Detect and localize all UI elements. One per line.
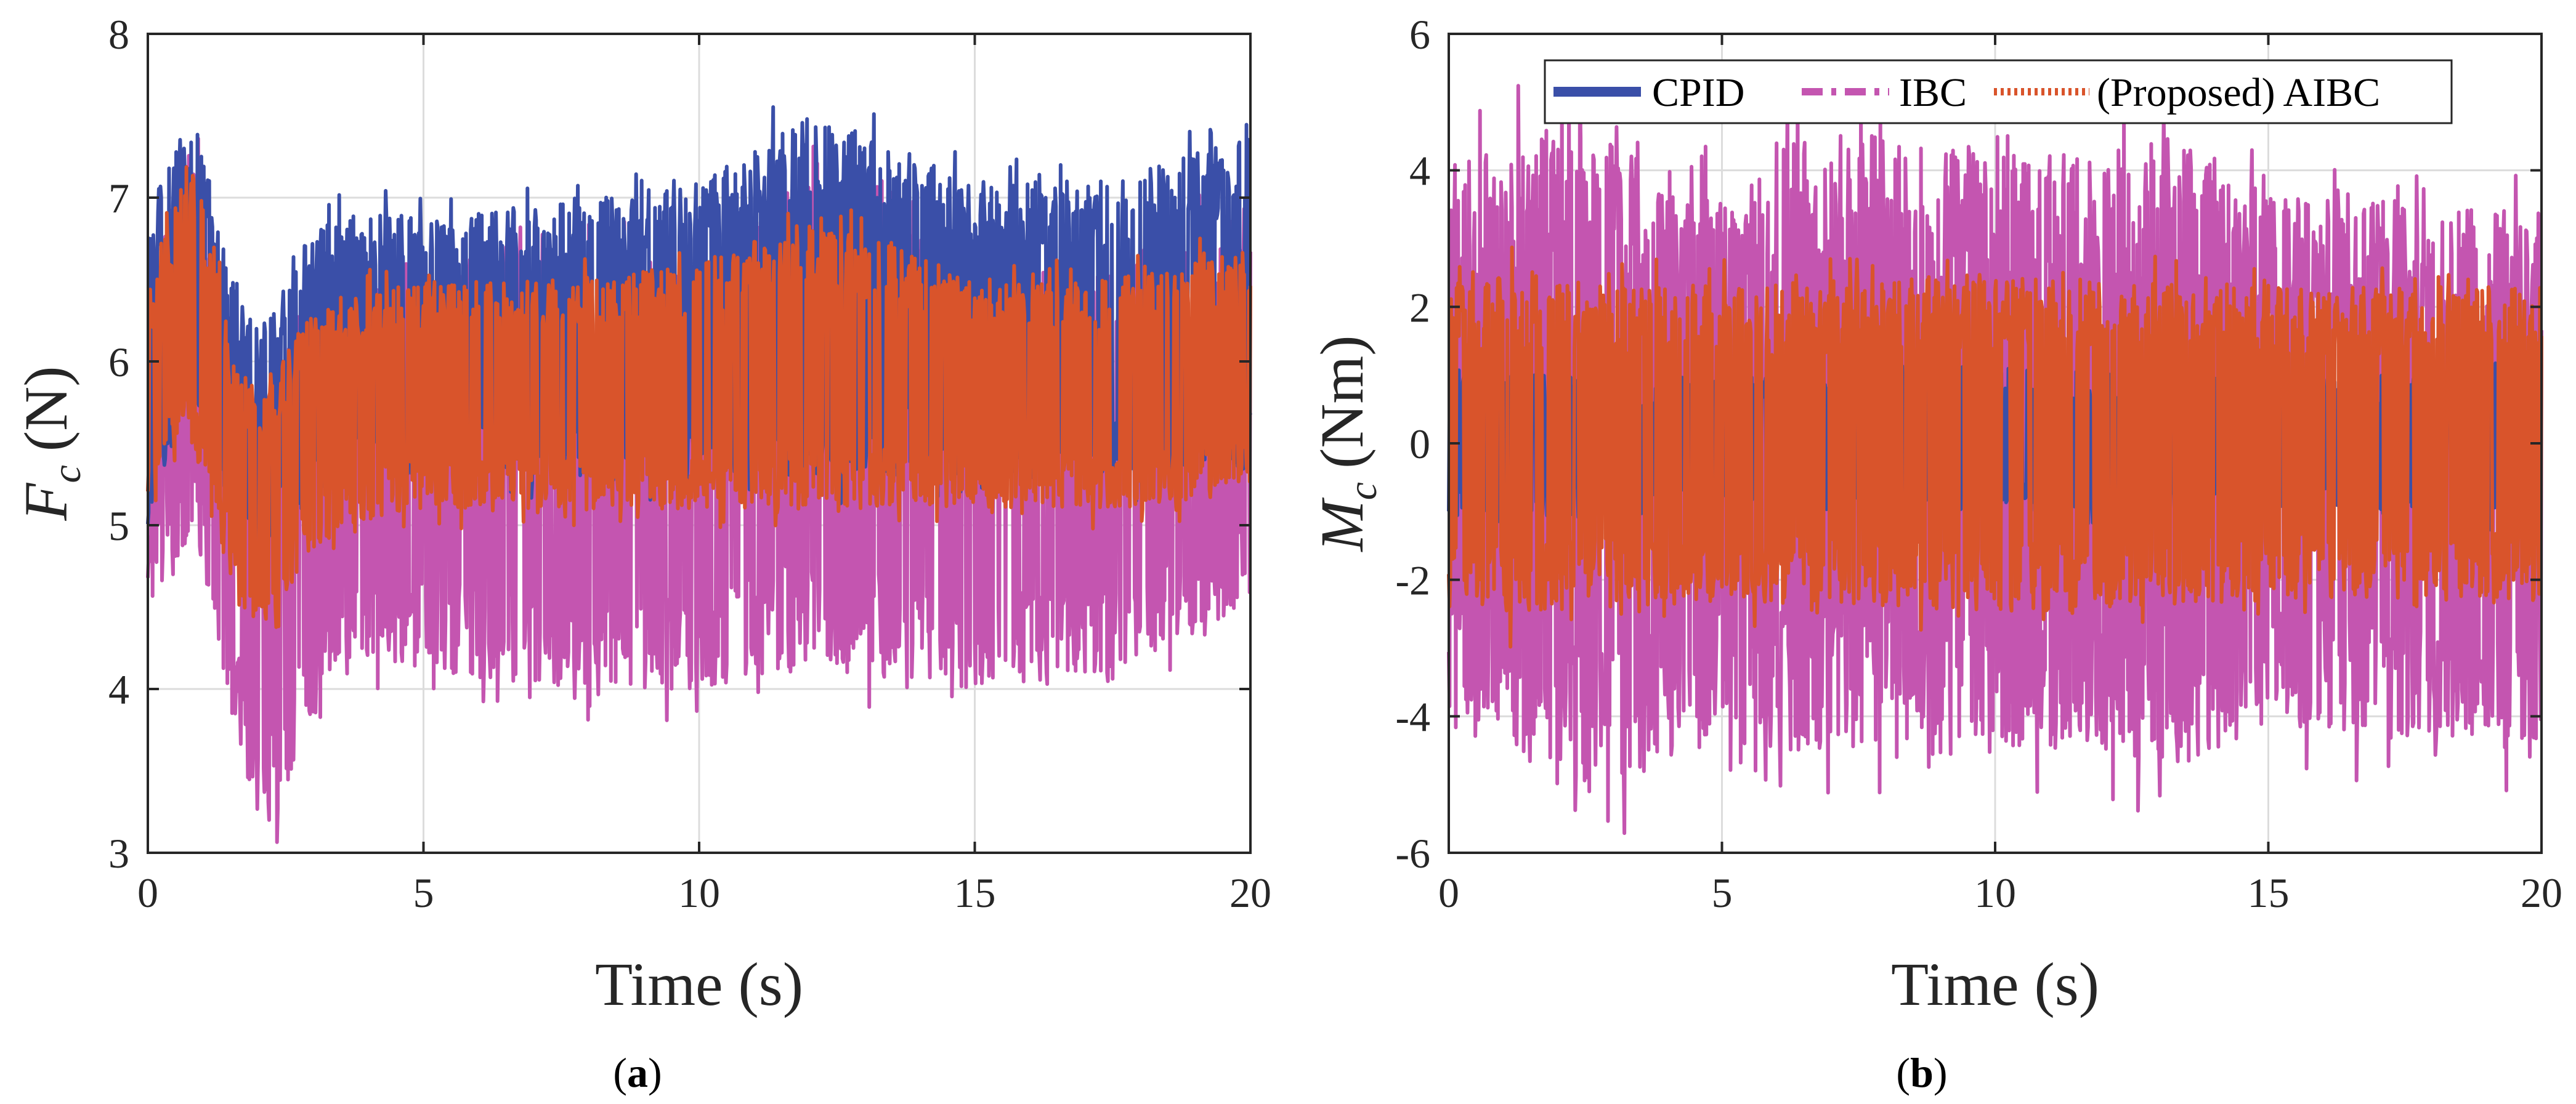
y-axis-unit-a: (N) <box>12 366 80 451</box>
x-axis-label-a: Time (s) <box>595 950 803 1018</box>
x-tick-label: 20 <box>2521 869 2562 916</box>
y-tick-label: 0 <box>1409 421 1430 467</box>
legend-label-cpid: CPID <box>1652 70 1744 115</box>
y-axis-symbol-b: M <box>1308 498 1376 553</box>
x-tick-label: 0 <box>137 869 158 916</box>
chart-b: 0 5 10 15 20 -6 -4 -2 0 2 4 6 Time (s) Mc (Nm) (b) C… <box>1308 11 2562 1096</box>
x-tick-label: 20 <box>1229 869 1271 916</box>
y-tick-label: -4 <box>1395 693 1430 740</box>
legend: CPID IBC (Proposed) AIBC <box>1544 59 2453 124</box>
y-tick-label: 2 <box>1409 284 1430 331</box>
legend-box <box>1544 59 2453 124</box>
traces-a <box>146 105 1252 844</box>
y-tick-label: 5 <box>108 502 129 549</box>
panel-label-a: (a) <box>613 1049 662 1096</box>
y-axis-subscript-a: c <box>44 465 89 483</box>
chart-a: 0 5 10 15 20 3 4 5 6 7 8 Time (s) Fc (N) (a) <box>12 11 1271 1096</box>
y-tick-label: 4 <box>1409 148 1430 195</box>
series-line-proposed-aibc <box>146 165 1252 629</box>
y-tick-label: -6 <box>1395 830 1430 877</box>
x-tick-label: 0 <box>1438 869 1459 916</box>
ticks-a: 0 5 10 15 20 3 4 5 6 7 8 <box>108 11 1271 916</box>
y-tick-label: 4 <box>108 666 129 713</box>
x-axis-label-b: Time (s) <box>1891 950 2099 1018</box>
y-axis-symbol-a: F <box>12 483 80 522</box>
x-tick-label: 5 <box>1712 869 1733 916</box>
x-tick-label: 15 <box>2248 869 2290 916</box>
panel-label-b: (b) <box>1896 1049 1947 1096</box>
x-tick-label: 15 <box>954 869 996 916</box>
y-axis-label-a: Fc (N) <box>12 366 89 521</box>
y-tick-label: -2 <box>1395 557 1430 604</box>
ticks-b: 0 5 10 15 20 -6 -4 -2 0 2 4 6 <box>1395 11 2562 916</box>
x-tick-label: 5 <box>413 869 434 916</box>
legend-label-aibc: (Proposed) AIBC <box>2097 70 2380 115</box>
y-axis-unit-b: (Nm) <box>1308 335 1376 469</box>
y-axis-label-b: Mc (Nm) <box>1308 335 1385 552</box>
y-tick-label: 3 <box>108 830 129 877</box>
series-line-proposed-aibc <box>1447 245 2543 649</box>
y-tick-label: 6 <box>1409 11 1430 58</box>
x-tick-label: 10 <box>1974 869 2016 916</box>
traces-b <box>1447 66 2543 836</box>
y-axis-subscript-b: c <box>1340 482 1385 500</box>
y-tick-label: 8 <box>108 11 129 58</box>
x-tick-label: 10 <box>678 869 720 916</box>
legend-label-ibc: IBC <box>1899 70 1967 115</box>
y-tick-label: 7 <box>108 175 129 222</box>
y-tick-label: 6 <box>108 339 129 385</box>
